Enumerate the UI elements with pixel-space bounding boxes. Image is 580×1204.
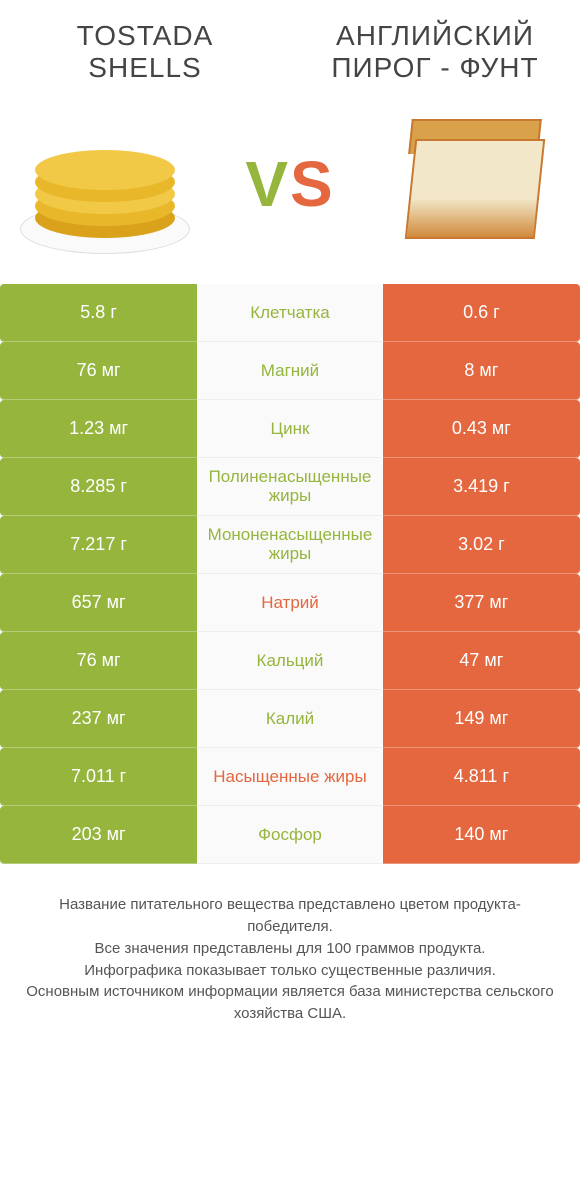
table-row: 76 мгМагний8 мг: [0, 342, 580, 400]
value-left: 203 мг: [0, 806, 197, 864]
value-right: 377 мг: [383, 574, 580, 632]
value-left: 7.217 г: [0, 516, 197, 574]
footer-text: Название питательного вещества представл…: [0, 864, 580, 1025]
value-left: 1.23 мг: [0, 400, 197, 458]
value-right: 140 мг: [383, 806, 580, 864]
value-left: 76 мг: [0, 342, 197, 400]
nutrient-label: Фосфор: [197, 806, 383, 864]
nutrient-label: Полиненасыщенные жиры: [197, 458, 383, 516]
value-left: 657 мг: [0, 574, 197, 632]
title-left: TOSTADA SHELLS: [29, 20, 261, 84]
footer-line: Основным источником информации является …: [24, 981, 556, 1025]
table-row: 1.23 мгЦинк0.43 мг: [0, 400, 580, 458]
nutrient-label: Цинк: [197, 400, 383, 458]
value-right: 3.02 г: [383, 516, 580, 574]
images-row: VS: [0, 84, 580, 284]
table-row: 7.011 гНасыщенные жиры4.811 г: [0, 748, 580, 806]
value-right: 8 мг: [383, 342, 580, 400]
value-right: 3.419 г: [383, 458, 580, 516]
titles-row: TOSTADA SHELLS АНГЛИЙСКИЙ ПИРОГ - ФУНТ: [0, 20, 580, 84]
value-left: 237 мг: [0, 690, 197, 748]
table-row: 7.217 гМононенасыщенные жиры3.02 г: [0, 516, 580, 574]
nutrient-label: Насыщенные жиры: [197, 748, 383, 806]
footer-line: Инфографика показывает только существенн…: [24, 960, 556, 982]
value-left: 8.285 г: [0, 458, 197, 516]
table-row: 8.285 гПолиненасыщенные жиры3.419 г: [0, 458, 580, 516]
table-row: 5.8 гКлетчатка0.6 г: [0, 284, 580, 342]
vs-s: S: [290, 148, 335, 220]
table-row: 657 мгНатрий377 мг: [0, 574, 580, 632]
table-row: 76 мгКальций47 мг: [0, 632, 580, 690]
header: TOSTADA SHELLS АНГЛИЙСКИЙ ПИРОГ - ФУНТ V…: [0, 0, 580, 284]
vs-v: V: [245, 148, 290, 220]
nutrient-label: Калий: [197, 690, 383, 748]
footer-line: Название питательного вещества представл…: [24, 894, 556, 938]
value-right: 4.811 г: [383, 748, 580, 806]
value-left: 7.011 г: [0, 748, 197, 806]
value-right: 47 мг: [383, 632, 580, 690]
value-left: 5.8 г: [0, 284, 197, 342]
nutrient-label: Кальций: [197, 632, 383, 690]
comparison-table: 5.8 гКлетчатка0.6 г76 мгМагний8 мг1.23 м…: [0, 284, 580, 864]
table-row: 237 мгКалий149 мг: [0, 690, 580, 748]
cake-icon: [390, 109, 560, 259]
value-left: 76 мг: [0, 632, 197, 690]
nutrient-label: Магний: [197, 342, 383, 400]
left-food-image: [10, 94, 200, 274]
value-right: 149 мг: [383, 690, 580, 748]
right-food-image: [380, 94, 570, 274]
table-row: 203 мгФосфор140 мг: [0, 806, 580, 864]
title-right: АНГЛИЙСКИЙ ПИРОГ - ФУНТ: [319, 20, 551, 84]
tostada-icon: [20, 104, 190, 264]
value-right: 0.6 г: [383, 284, 580, 342]
value-right: 0.43 мг: [383, 400, 580, 458]
vs-label: VS: [245, 147, 334, 221]
nutrient-label: Мононенасыщенные жиры: [197, 516, 383, 574]
nutrient-label: Клетчатка: [197, 284, 383, 342]
nutrient-label: Натрий: [197, 574, 383, 632]
footer-line: Все значения представлены для 100 граммо…: [24, 938, 556, 960]
